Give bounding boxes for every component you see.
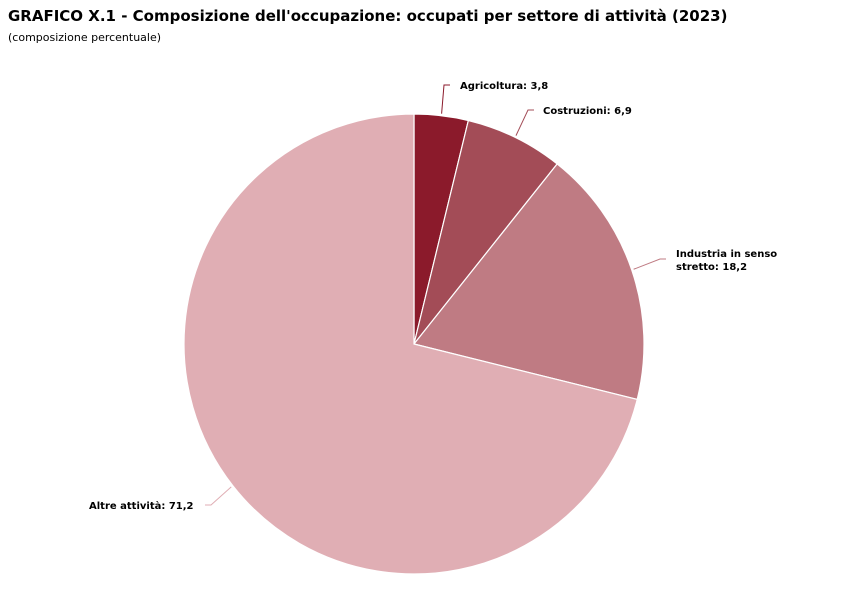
data-label-costruzioni: Costruzioni: 6,9: [543, 106, 632, 117]
slices-layer: [183, 113, 645, 575]
labels-layer: Agricoltura: 3,8 Costruzioni: 6,9 Industri…: [89, 81, 777, 512]
data-label-industria-in-senso-stretto: Industria in senso stretto: 18,2: [676, 249, 777, 273]
data-label-agricoltura: Agricoltura: 3,8: [460, 81, 548, 92]
chart-title: GRAFICO X.1 - Composizione dell'occupazi…: [8, 7, 728, 25]
pie-slice-altre-attivita: [183, 113, 638, 575]
leader-lines-layer: [205, 84, 666, 506]
leader-line-costruzioni: [515, 109, 534, 136]
leader-line-industria-in-senso-stretto: [633, 258, 666, 270]
pie-slice-industria-in-senso-stretto: [412, 163, 645, 401]
chart-subtitle: (composizione percentuale): [8, 31, 162, 44]
data-label-altre-attivita: Altre attività: 71,2: [89, 500, 194, 512]
leader-line-altre-attivita: [205, 486, 232, 506]
leader-line-agricoltura: [441, 84, 450, 114]
